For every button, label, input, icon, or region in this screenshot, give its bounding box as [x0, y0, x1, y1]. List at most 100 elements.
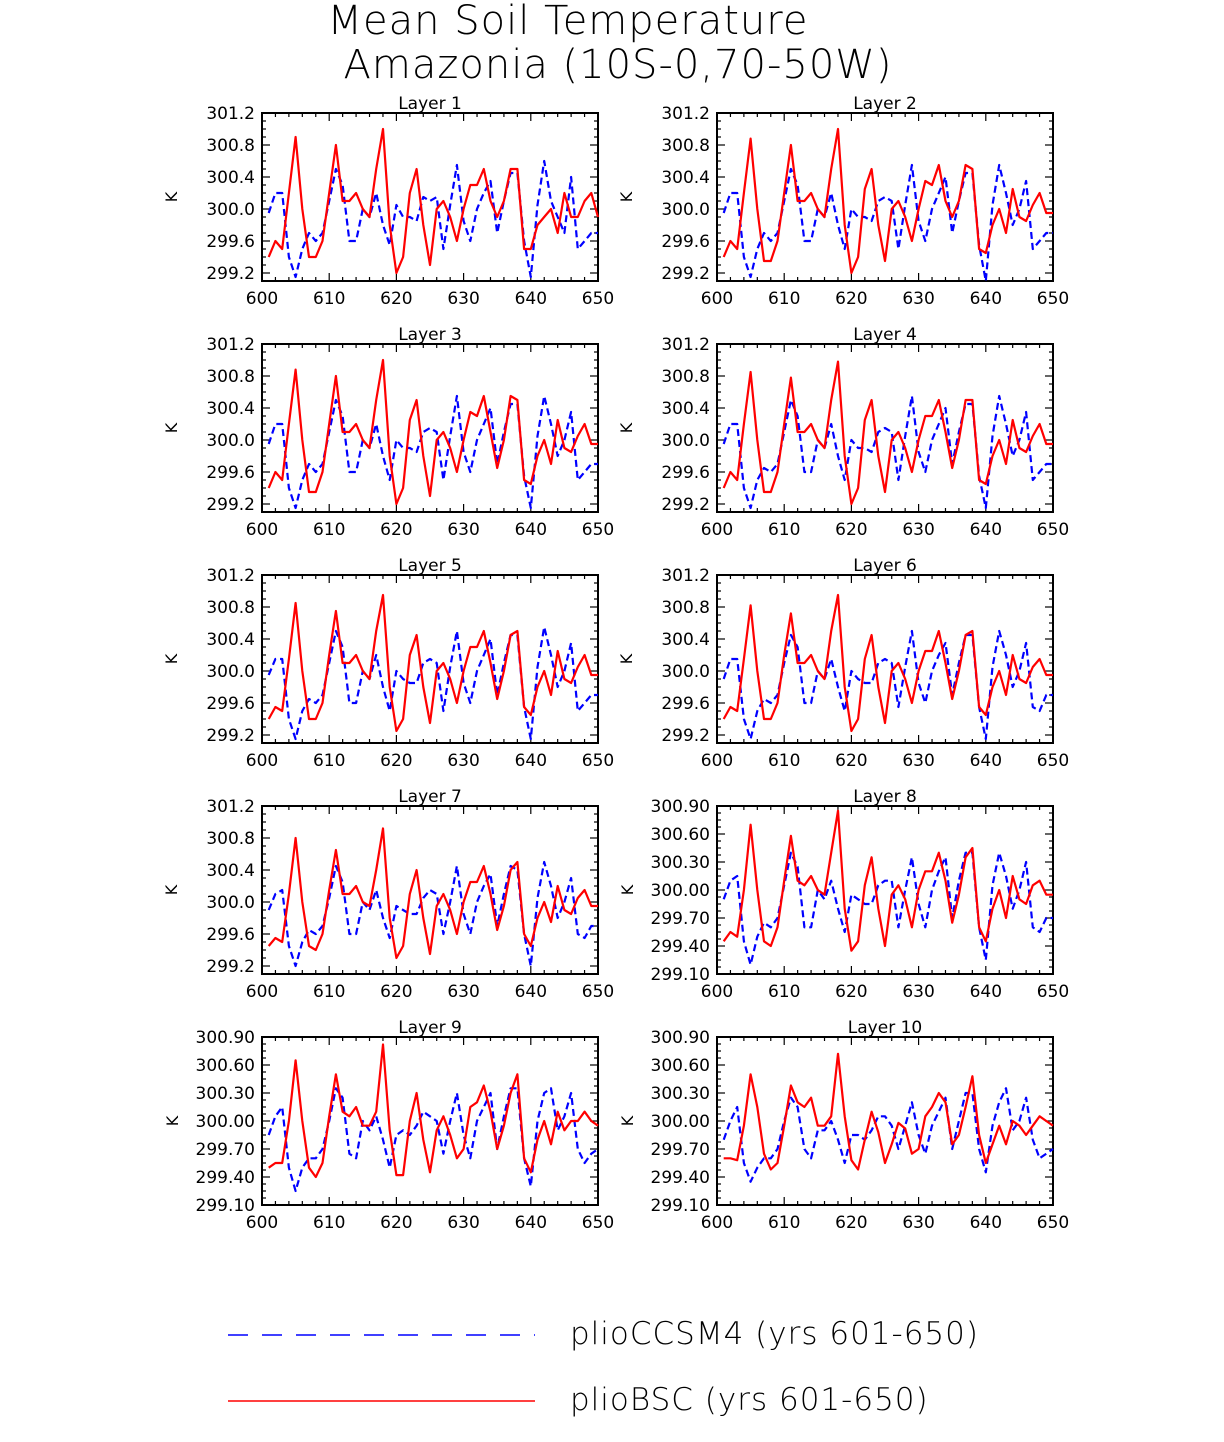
y-tick-label: 300.90: [651, 1028, 710, 1048]
x-tick-label: 650: [582, 520, 614, 540]
x-tick-label: 600: [246, 1213, 278, 1233]
plot-frame: [716, 1036, 1054, 1206]
plot-frame: [716, 343, 1054, 513]
y-tick-label: 299.40: [196, 1168, 255, 1188]
y-tick-label: 300.4: [661, 399, 710, 419]
y-tick-label: 299.40: [651, 1168, 710, 1188]
x-tick-label: 620: [835, 1213, 867, 1233]
x-tick-label: 620: [380, 520, 412, 540]
y-tick-label: 299.2: [661, 495, 710, 515]
x-tick-label: 620: [835, 751, 867, 771]
x-tick-label: 650: [1037, 289, 1069, 309]
y-tick-label: 299.6: [661, 694, 710, 714]
legend-solid-swatch: [228, 1400, 535, 1402]
y-tick-label: 300.90: [196, 1028, 255, 1048]
series-line-pliobsc: [267, 827, 598, 960]
panel-6: 600 610 620 630 640 650 301.2 300.8 300.4 300.0 29…: [617, 556, 1069, 771]
y-axis-label: K: [618, 1115, 637, 1126]
x-tick-label: 630: [447, 982, 479, 1002]
y-tick-label: 300.0: [661, 662, 710, 682]
plot-frame: [261, 805, 599, 975]
y-tick-label: 299.40: [651, 937, 710, 957]
panel-title: Layer 5: [398, 556, 462, 576]
y-tick-label: 300.4: [661, 630, 710, 650]
panel-2: 600 610 620 630 640 650 301.2 300.8 300.4 300.0 29…: [617, 94, 1069, 309]
x-tick-label: 620: [835, 289, 867, 309]
x-tick-label: 640: [970, 520, 1002, 540]
x-tick-label: 640: [970, 751, 1002, 771]
x-tick-label: 630: [447, 751, 479, 771]
x-tick-label: 610: [768, 982, 800, 1002]
y-tick-label: 300.60: [651, 825, 710, 845]
series-line-pliocesm: [722, 629, 1053, 741]
y-tick-label: 300.8: [661, 598, 710, 618]
y-axis-label: K: [163, 1115, 182, 1126]
x-tick-label: 610: [313, 1213, 345, 1233]
panel-title: Layer 9: [398, 1018, 462, 1038]
x-tick-label: 600: [246, 289, 278, 309]
x-tick-label: 600: [246, 982, 278, 1002]
y-tick-label: 301.2: [206, 104, 255, 124]
x-tick-label: 600: [701, 520, 733, 540]
y-tick-label: 300.00: [651, 1112, 710, 1132]
panel-title: Layer 3: [398, 325, 462, 345]
panel-4: 600 610 620 630 640 650 301.2 300.8 300.4 300.0 29…: [617, 325, 1069, 540]
y-axis-label: K: [162, 191, 181, 202]
panel-title: Layer 1: [398, 94, 462, 114]
y-tick-label: 299.6: [661, 232, 710, 252]
series-line-pliobsc: [722, 593, 1053, 733]
y-tick-label: 299.10: [196, 1196, 255, 1216]
panel-10: 600 610 620 630 640 650 300.90 300.60 300.30 300.…: [618, 1018, 1069, 1233]
series-line-pliobsc: [267, 127, 600, 275]
plot-frame: [716, 574, 1054, 744]
series-line-pliobsc: [722, 360, 1053, 506]
series-line-pliobsc: [268, 1043, 599, 1179]
y-tick-label: 299.70: [651, 909, 710, 929]
y-tick-label: 300.8: [661, 367, 710, 387]
panel-7: 600 610 620 630 640 650 301.2 300.8 300.4 300.0 29…: [162, 787, 614, 1002]
x-tick-label: 650: [1037, 1213, 1069, 1233]
y-tick-label: 299.2: [206, 264, 255, 284]
x-tick-label: 630: [447, 1213, 479, 1233]
panel-title: Layer 7: [398, 787, 462, 807]
y-tick-label: 301.2: [206, 335, 255, 355]
x-tick-label: 610: [768, 751, 800, 771]
y-tick-label: 300.60: [196, 1056, 255, 1076]
y-tick-label: 300.8: [206, 829, 255, 849]
panel-3: 600 610 620 630 640 650 301.2 300.8 300.4 300.0 29…: [162, 325, 614, 540]
y-axis-label: K: [162, 653, 181, 664]
x-tick-label: 650: [1037, 982, 1069, 1002]
x-tick-label: 620: [835, 520, 867, 540]
y-tick-label: 299.2: [661, 726, 710, 746]
x-tick-label: 610: [768, 289, 800, 309]
x-tick-label: 610: [768, 520, 800, 540]
panel-1: 600 610 620 630 640 650 301.2 300.8 300.4 300.0 29…: [162, 94, 614, 309]
y-tick-label: 301.2: [206, 797, 255, 817]
x-tick-label: 630: [902, 520, 934, 540]
y-tick-label: 300.8: [661, 136, 710, 156]
y-axis-label: K: [617, 191, 636, 202]
y-tick-label: 299.2: [206, 957, 255, 977]
series-line-pliocesm: [267, 860, 598, 968]
panel-8: 600 610 620 630 640 650 300.90 300.60 300.30 300.…: [618, 787, 1069, 1002]
series-line-pliocesm: [722, 163, 1053, 283]
y-tick-label: 299.6: [206, 694, 255, 714]
y-tick-label: 299.6: [206, 463, 255, 483]
series-line-pliobsc: [267, 358, 598, 506]
series-line-pliobsc: [267, 593, 598, 733]
y-tick-label: 300.0: [206, 662, 255, 682]
x-tick-label: 630: [902, 982, 934, 1002]
y-tick-label: 299.6: [661, 463, 710, 483]
y-tick-label: 300.8: [206, 136, 255, 156]
plot-frame: [716, 112, 1054, 282]
y-tick-label: 300.00: [651, 881, 710, 901]
x-tick-label: 610: [313, 520, 345, 540]
y-tick-label: 299.70: [196, 1140, 255, 1160]
x-tick-label: 640: [970, 289, 1002, 309]
x-tick-label: 600: [701, 751, 733, 771]
x-tick-label: 600: [246, 520, 278, 540]
y-tick-label: 299.2: [206, 726, 255, 746]
x-tick-label: 650: [582, 289, 614, 309]
y-tick-label: 300.30: [651, 1084, 710, 1104]
